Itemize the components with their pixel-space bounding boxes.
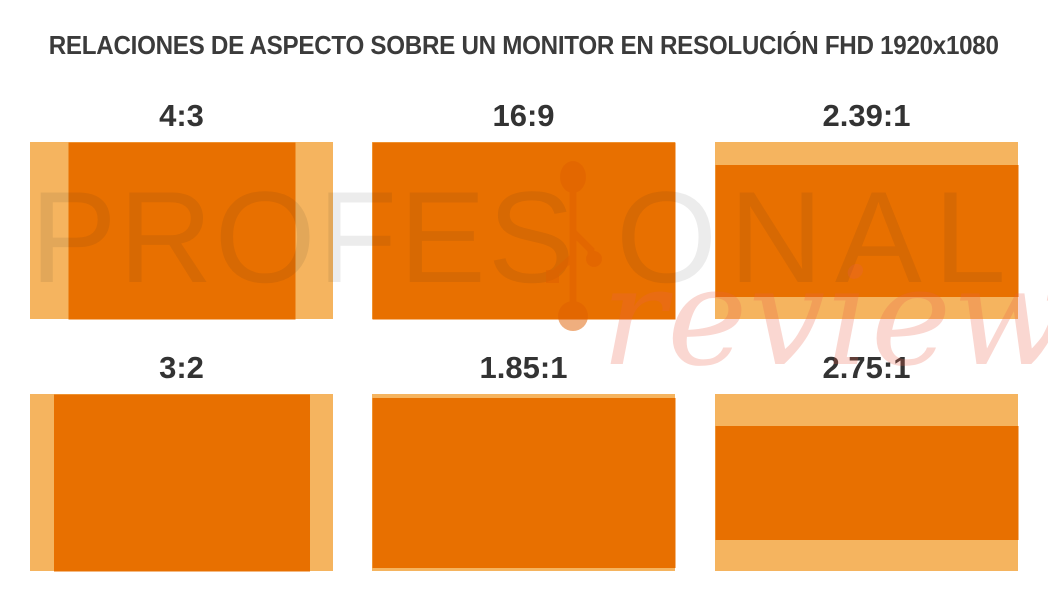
- content-area: [372, 142, 675, 319]
- content-area: [715, 425, 1018, 540]
- content-area: [715, 164, 1018, 297]
- aspect-ratio-panel: 1.85:1: [372, 350, 675, 571]
- monitor-screen: [715, 394, 1018, 571]
- aspect-ratio-panel: 16:9: [372, 98, 675, 319]
- page-title: RELACIONES DE ASPECTO SOBRE UN MONITOR E…: [49, 30, 999, 60]
- ratio-label: 3:2: [159, 350, 204, 385]
- ratio-label: 2.75:1: [822, 350, 911, 385]
- ratio-label: 2.39:1: [822, 98, 911, 133]
- content-area: [68, 142, 295, 319]
- ratio-label: 4:3: [159, 98, 204, 133]
- monitor-screen: [372, 142, 675, 319]
- monitor-screen: [30, 394, 333, 571]
- aspect-ratio-panel: 2.39:1: [715, 98, 1018, 319]
- page-title-row: RELACIONES DE ASPECTO SOBRE UN MONITOR E…: [0, 30, 1048, 61]
- ratio-label: 1.85:1: [479, 350, 568, 385]
- content-area: [372, 397, 675, 568]
- monitor-screen: [715, 142, 1018, 319]
- content-area: [53, 394, 310, 571]
- monitor-screen: [30, 142, 333, 319]
- aspect-ratio-panel: 4:3: [30, 98, 333, 319]
- monitor-screen: [372, 394, 675, 571]
- aspect-ratio-panel: 2.75:1: [715, 350, 1018, 571]
- aspect-ratio-panel: 3:2: [30, 350, 333, 571]
- ratio-label: 16:9: [492, 98, 555, 133]
